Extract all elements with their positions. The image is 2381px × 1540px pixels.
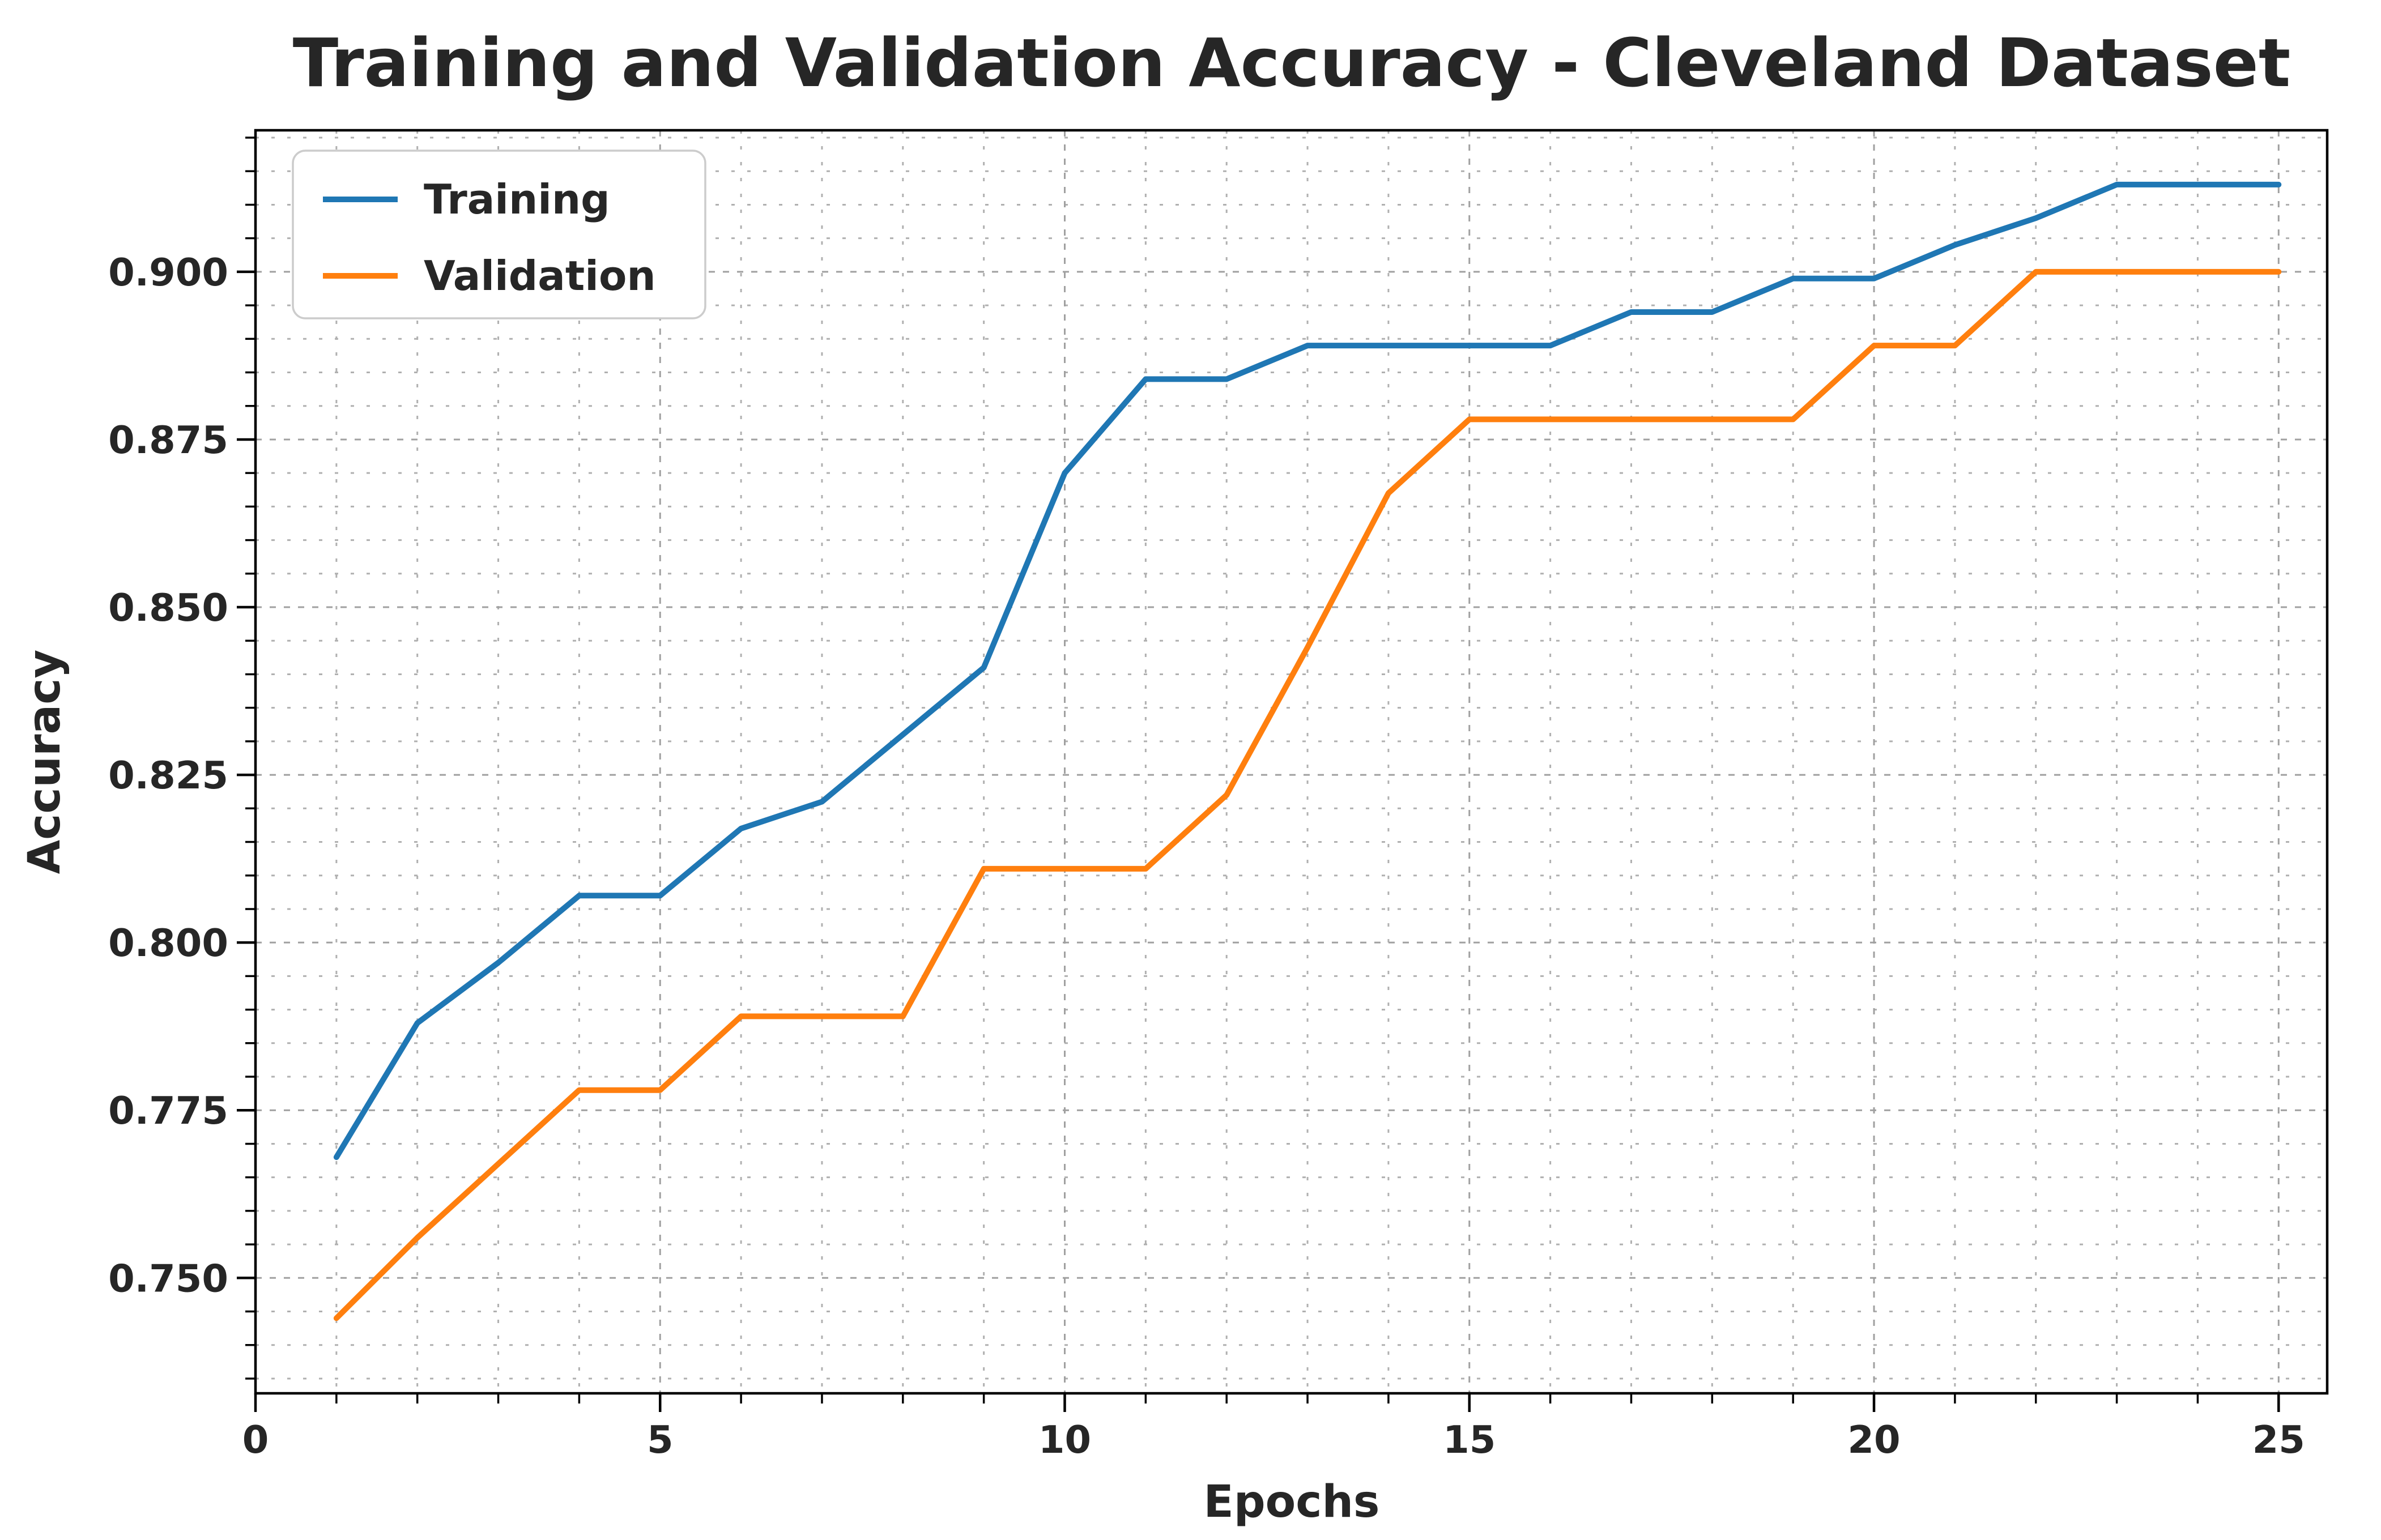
training-line xyxy=(333,181,2282,1161)
y-tick-label: 0.800 xyxy=(108,921,228,965)
chart-title: Training and Validation Accuracy - Cleve… xyxy=(293,24,2290,102)
x-tick-label: 25 xyxy=(2252,1418,2305,1462)
x-tick-label: 0 xyxy=(242,1418,269,1462)
y-tick-label: 0.825 xyxy=(108,753,228,797)
x-tick-label: 5 xyxy=(647,1418,674,1462)
y-axis-label: Accuracy xyxy=(19,650,70,874)
legend: Training Validation xyxy=(292,150,706,319)
y-tick-label: 0.875 xyxy=(108,418,228,462)
validation-line xyxy=(333,268,2282,1321)
y-tick-label: 0.900 xyxy=(108,250,228,295)
tick-labels: 0 5 10 15 20 25 0.750 0.775 0.800 0.825 0.850 0.875… xyxy=(108,250,2305,1462)
y-tick-label: 0.850 xyxy=(108,586,228,630)
data-lines xyxy=(333,181,2282,1321)
axis-ticks xyxy=(237,136,2280,1412)
y-tick-label: 0.750 xyxy=(108,1256,228,1300)
x-tick-label: 20 xyxy=(1847,1418,1900,1462)
x-axis-label: Epochs xyxy=(1204,1477,1380,1528)
x-tick-label: 10 xyxy=(1038,1418,1091,1462)
validation-legend-label: Validation xyxy=(424,252,656,300)
plot-area-border xyxy=(254,129,2329,1395)
training-legend-label: Training xyxy=(424,176,610,223)
y-tick-label: 0.775 xyxy=(108,1089,228,1133)
x-tick-label: 15 xyxy=(1443,1418,1496,1462)
